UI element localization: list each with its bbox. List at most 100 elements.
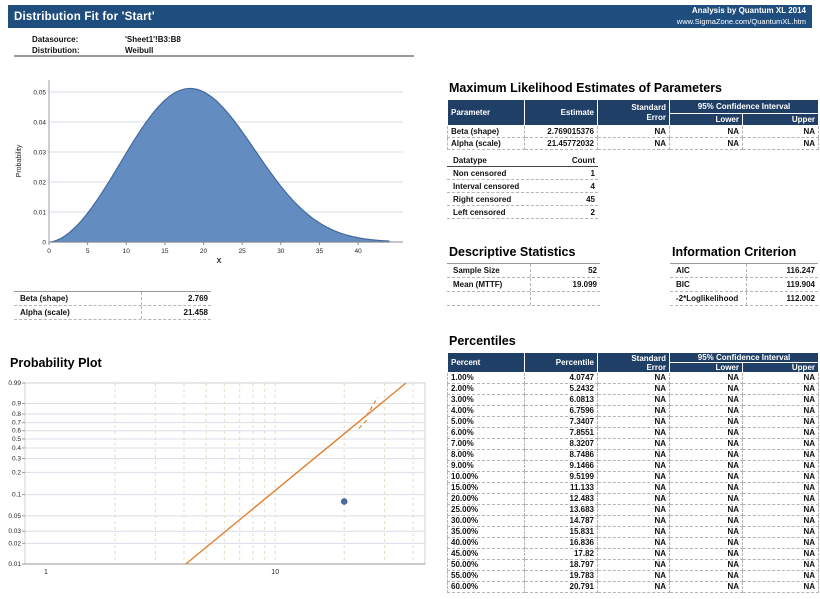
density-chart: 0 5 10 15 20 25 30 35 40 0 0.01 0.02 0.03 0.04 0.05 X Pr…	[16, 80, 403, 265]
credit-link[interactable]: www.SigmaZone.com/QuantumXL.htm	[676, 16, 806, 26]
datatype-header: Datatype	[453, 155, 487, 165]
criterion-label: -2*Loglikelihood	[676, 294, 739, 303]
ci-lower-cell: NA	[669, 482, 743, 495]
estimate-cell: 21.45772032	[524, 137, 598, 150]
ci-upper-cell: NA	[742, 526, 820, 539]
percentile-row: 50.00% 18.797 NA NA NA	[447, 559, 820, 572]
percent-cell: 20.00%	[447, 493, 525, 506]
percentile-cell: 7.8551	[524, 427, 598, 440]
percentile-cell: 16.836	[524, 537, 598, 550]
density-curve	[48, 87, 390, 243]
param-row: Alpha (scale) 21.458	[14, 306, 211, 320]
criterion-row: -2*Loglikelihood 112.002	[670, 292, 818, 306]
percentile-cell: 6.0813	[524, 394, 598, 407]
percent-cell: 25.00%	[447, 504, 525, 517]
std-error-cell: NA	[597, 416, 670, 429]
percentile-row: 2.00% 5.2432 NA NA NA	[447, 383, 820, 396]
ci-upper-cell: NA	[742, 372, 820, 385]
ci-lower-cell: NA	[669, 570, 743, 583]
ci-lower-cell: NA	[669, 125, 743, 138]
percentile-row: 8.00% 8.7486 NA NA NA	[447, 449, 820, 462]
percent-cell: 50.00%	[447, 559, 525, 572]
percent-cell: 7.00%	[447, 438, 525, 451]
ci-upper-cell: NA	[742, 383, 820, 396]
percent-cell: 8.00%	[447, 449, 525, 462]
descriptive-row: Mean (MTTF) 19.099	[447, 278, 600, 292]
percentile-cell: 15.831	[524, 526, 598, 539]
pct-header-upper: Upper	[741, 362, 820, 374]
percentile-row: 1.00% 4.0747 NA NA NA	[447, 372, 820, 385]
ci-upper-cell: NA	[742, 515, 820, 528]
ci-lower-cell: NA	[669, 504, 743, 517]
censored-fit-dash	[358, 418, 369, 429]
x-tick-label: 10	[271, 569, 279, 576]
x-tick-label: 35	[316, 248, 324, 255]
criterion-row: BIC 119.904	[670, 278, 818, 292]
ci-lower-cell: NA	[669, 416, 743, 429]
percentile-cell: 14.787	[524, 515, 598, 528]
percentile-cell: 5.2432	[524, 383, 598, 396]
stat-value: 52	[530, 264, 600, 277]
percentile-cell: 9.1466	[524, 460, 598, 473]
datatype-label: Left censored	[453, 207, 506, 217]
percentile-cell: 18.797	[524, 559, 598, 572]
percentile-row: 10.00% 9.5199 NA NA NA	[447, 471, 820, 484]
percentile-cell: 9.5199	[524, 471, 598, 484]
x-tick-label: 30	[277, 248, 285, 255]
percent-cell: 5.00%	[447, 416, 525, 429]
ci-lower-cell: NA	[669, 537, 743, 550]
x-axis-label: X	[217, 258, 222, 265]
ci-lower-cell: NA	[669, 471, 743, 484]
x-tick-label: 0	[47, 248, 51, 255]
percentile-cell: 8.3207	[524, 438, 598, 451]
y-tick-label: 0.2	[12, 469, 21, 476]
percentile-row: 7.00% 8.3207 NA NA NA	[447, 438, 820, 451]
y-tick-label: 0.3	[12, 456, 21, 463]
std-error-cell: NA	[597, 427, 670, 440]
percent-cell: 15.00%	[447, 482, 525, 495]
percent-cell: 9.00%	[447, 460, 525, 473]
param-label: Alpha (scale)	[20, 308, 70, 317]
ci-lower-cell: NA	[669, 427, 743, 440]
ci-lower-cell: NA	[669, 449, 743, 462]
ci-upper-cell: NA	[742, 548, 820, 561]
datatype-header-row: Datatype Count	[447, 154, 598, 167]
ci-lower-cell: NA	[669, 460, 743, 473]
ci-lower-cell: NA	[669, 137, 743, 150]
data-point	[340, 498, 348, 505]
censored-fit-dash	[365, 397, 379, 417]
y-tick-label: 0.01	[8, 561, 21, 568]
params-table: Beta (shape) 2.769 Alpha (scale) 21.458	[14, 291, 211, 320]
y-tick-label: 0.8	[12, 411, 21, 418]
datatype-count: 45	[586, 194, 595, 204]
ci-upper-cell: NA	[742, 405, 820, 418]
percentile-row: 5.00% 7.3407 NA NA NA	[447, 416, 820, 429]
std-error-cell: NA	[597, 471, 670, 484]
percent-cell: 1.00%	[447, 372, 525, 385]
datatype-row: Right censored 45	[447, 193, 598, 206]
param-value: 2.769	[141, 292, 211, 305]
fit-line	[185, 382, 407, 565]
ci-lower-cell: NA	[669, 394, 743, 407]
std-error-cell: NA	[597, 526, 670, 539]
ci-lower-cell: NA	[669, 438, 743, 451]
percent-cell: 55.00%	[447, 570, 525, 583]
mle-header-std-error: Standard Error	[597, 99, 670, 126]
std-error-cell: NA	[597, 548, 670, 561]
percent-cell: 4.00%	[447, 405, 525, 418]
percentile-row: 15.00% 11.133 NA NA NA	[447, 482, 820, 495]
y-tick-label: 0.05	[33, 90, 46, 97]
std-error-cell: NA	[597, 125, 670, 138]
ci-lower-cell: NA	[669, 559, 743, 572]
x-tick-label: 25	[239, 248, 247, 255]
pct-header-lower: Lower	[669, 362, 743, 374]
percentile-row: 35.00% 15.831 NA NA NA	[447, 526, 820, 539]
percent-cell: 30.00%	[447, 515, 525, 528]
ci-upper-cell: NA	[742, 416, 820, 429]
criterion-value: 116.247	[746, 264, 818, 277]
ci-upper-cell: NA	[742, 504, 820, 517]
x-tick-label: 1	[44, 569, 48, 576]
probability-plot: 0.99 0.9 0.8 0.70.60.5 0.4 0.3 0.2 0.1 0.05 0.03 0…	[8, 380, 426, 576]
param-value: 21.458	[141, 306, 211, 319]
